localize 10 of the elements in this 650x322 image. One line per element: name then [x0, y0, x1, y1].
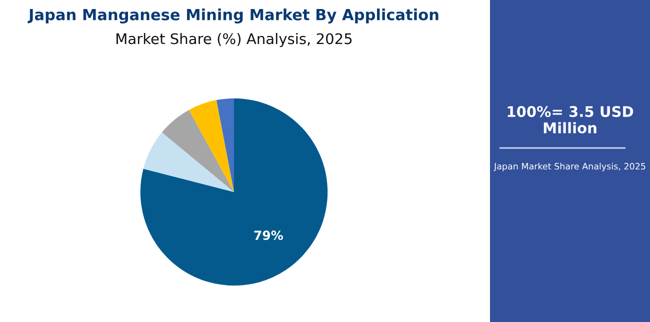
- pie-slice: [143, 132, 234, 192]
- text: 100%= 3.5 USD Million: [508, 106, 634, 134]
- data-label: 79%: [254, 230, 283, 240]
- text: Japan Market Share Analysis, 2025: [494, 162, 646, 172]
- pie-slice: [140, 98, 328, 286]
- pie-slice: [162, 110, 234, 192]
- chart-title: Japan Manganese Mining Market By Application: [28, 8, 438, 24]
- chart-subtitle: Market Share (%) Analysis, 2025: [116, 32, 352, 48]
- pie-slice: [188, 100, 234, 192]
- pie-slice: [216, 98, 234, 192]
